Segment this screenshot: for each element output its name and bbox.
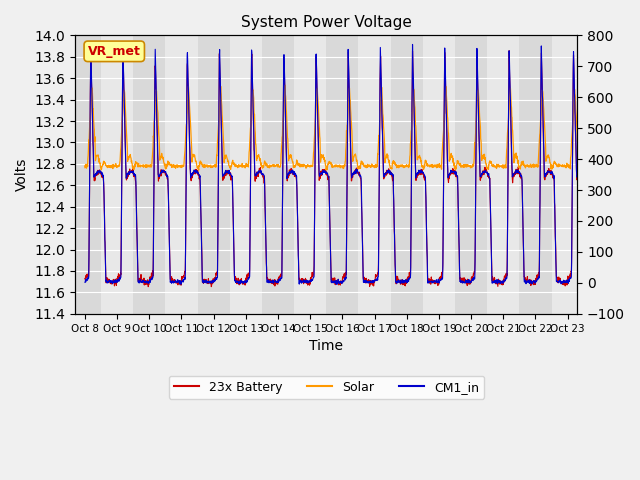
- Line: 23x Battery: 23x Battery: [85, 51, 600, 287]
- Solar: [81, 165, 89, 170]
- Y-axis label: Volts: Volts: [15, 158, 29, 191]
- 23x Battery: [145, 284, 152, 289]
- Bar: [133, 36, 165, 314]
- Solar: [248, 99, 256, 105]
- 23x Battery: [505, 48, 513, 54]
- Line: CM1_in: CM1_in: [85, 45, 600, 285]
- X-axis label: Time: Time: [309, 339, 343, 353]
- CM1_in: [248, 49, 255, 55]
- Bar: [326, 36, 358, 314]
- Text: VR_met: VR_met: [88, 45, 141, 58]
- 23x Battery: [565, 276, 573, 282]
- Bar: [487, 36, 519, 314]
- CM1_in: [211, 277, 219, 283]
- Solar: [268, 163, 276, 168]
- CM1_in: [568, 190, 576, 196]
- Bar: [101, 36, 133, 314]
- Bar: [358, 36, 390, 314]
- Bar: [390, 36, 423, 314]
- Bar: [230, 36, 262, 314]
- 23x Battery: [596, 277, 604, 283]
- Bar: [455, 36, 487, 314]
- 23x Battery: [568, 201, 576, 207]
- CM1_in: [565, 278, 573, 284]
- Title: System Power Voltage: System Power Voltage: [241, 15, 412, 30]
- 23x Battery: [248, 63, 256, 69]
- Bar: [165, 36, 198, 314]
- Solar: [281, 82, 289, 88]
- Solar: [568, 129, 576, 135]
- Solar: [596, 163, 604, 169]
- Bar: [423, 36, 455, 314]
- 23x Battery: [81, 276, 89, 282]
- 23x Battery: [353, 168, 360, 174]
- 23x Battery: [212, 275, 220, 281]
- Bar: [262, 36, 294, 314]
- CM1_in: [81, 279, 89, 285]
- Line: Solar: Solar: [85, 85, 600, 170]
- Bar: [198, 36, 230, 314]
- CM1_in: [268, 279, 276, 285]
- Solar: [565, 163, 573, 168]
- CM1_in: [596, 278, 604, 284]
- Legend: 23x Battery, Solar, CM1_in: 23x Battery, Solar, CM1_in: [168, 376, 484, 399]
- Solar: [212, 162, 220, 168]
- Bar: [294, 36, 326, 314]
- Solar: [353, 158, 360, 164]
- Bar: [519, 36, 552, 314]
- CM1_in: [333, 282, 340, 288]
- CM1_in: [409, 42, 417, 48]
- Solar: [195, 168, 202, 173]
- 23x Battery: [268, 277, 276, 283]
- Bar: [552, 36, 584, 314]
- CM1_in: [353, 166, 360, 172]
- Bar: [69, 36, 101, 314]
